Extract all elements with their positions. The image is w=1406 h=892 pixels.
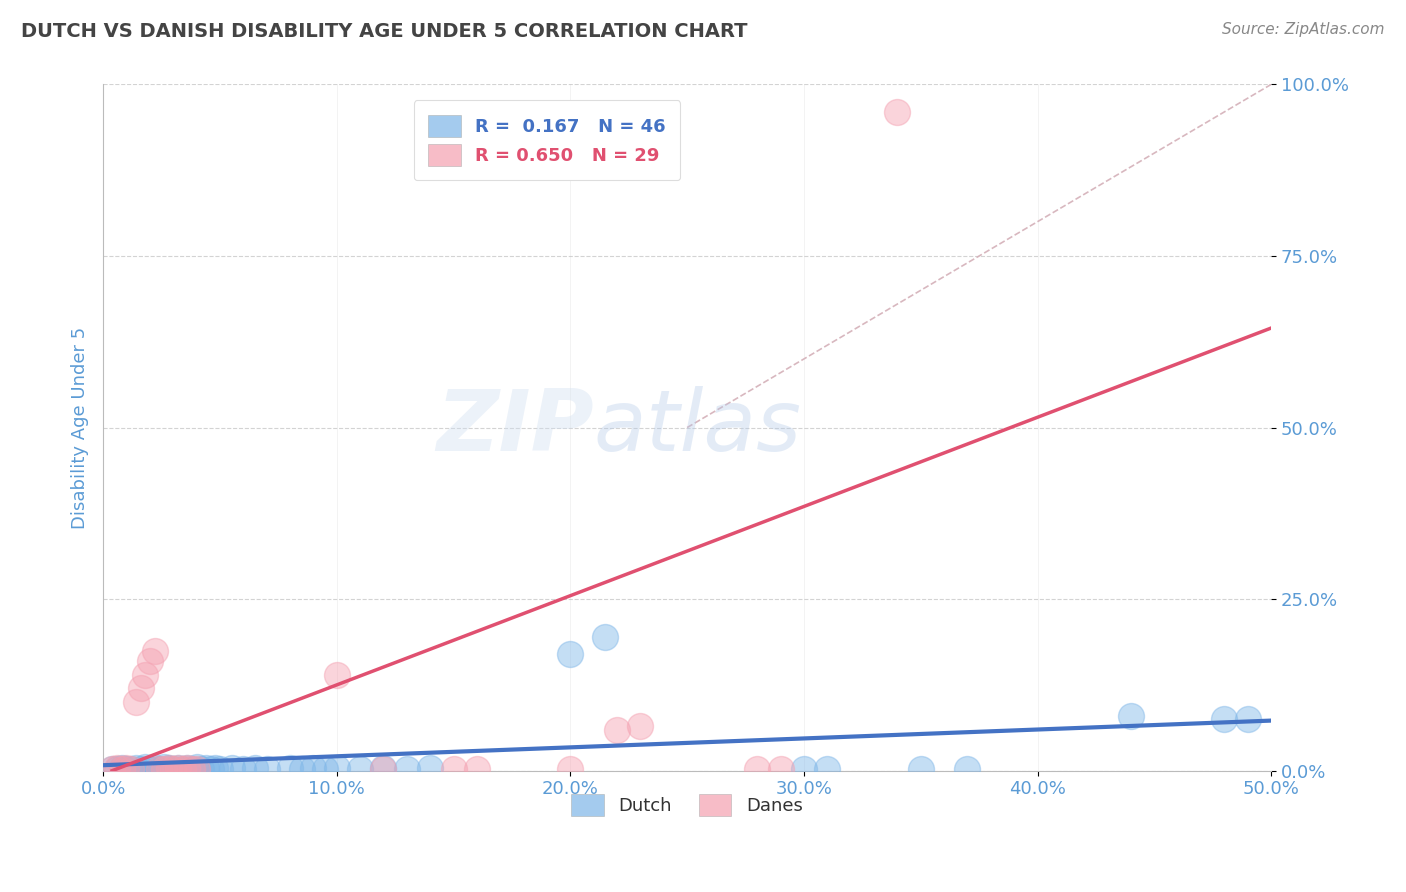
Point [194, 761, 217, 775]
Point [148, 762, 170, 776]
Point [153, 760, 176, 774]
Point [606, 723, 628, 737]
Point [291, 762, 314, 776]
Point [125, 761, 148, 775]
Point [465, 762, 488, 776]
Point [134, 760, 156, 774]
Point [167, 761, 190, 775]
Point [186, 760, 208, 774]
Point [153, 762, 176, 776]
Point [162, 762, 184, 776]
Point [162, 762, 184, 776]
Point [302, 761, 325, 775]
Point [148, 762, 170, 776]
Point [221, 761, 243, 775]
Point [419, 761, 441, 775]
Point [395, 762, 418, 776]
Point [1213, 712, 1236, 726]
Point [180, 762, 202, 776]
Point [560, 762, 582, 776]
Point [373, 761, 395, 775]
Point [278, 761, 301, 775]
Point [167, 761, 190, 775]
Point [595, 630, 617, 644]
Point [105, 762, 128, 776]
Point [314, 762, 336, 776]
Point [157, 761, 180, 775]
Point [172, 762, 194, 776]
Point [105, 761, 128, 775]
Point [256, 762, 278, 776]
Point [243, 761, 266, 775]
Point [628, 719, 651, 733]
Point [157, 761, 180, 775]
Text: Source: ZipAtlas.com: Source: ZipAtlas.com [1222, 22, 1385, 37]
Point [101, 762, 124, 776]
Point [1119, 708, 1142, 723]
Point [325, 761, 347, 775]
Point [886, 104, 908, 119]
Point [139, 654, 162, 668]
Point [129, 681, 152, 696]
Point [910, 762, 932, 776]
Point [793, 762, 815, 776]
Text: ZIP: ZIP [436, 386, 593, 469]
Point [560, 647, 582, 661]
Text: atlas: atlas [593, 386, 801, 469]
Point [176, 761, 198, 775]
Point [1236, 712, 1258, 726]
Point [325, 667, 347, 681]
Point [120, 762, 142, 776]
Point [125, 695, 148, 709]
Point [143, 643, 166, 657]
Point [134, 667, 156, 681]
Point [443, 762, 465, 776]
Point [172, 762, 194, 776]
Point [143, 761, 166, 775]
Point [208, 762, 231, 776]
Point [186, 762, 208, 776]
Point [747, 762, 769, 776]
Point [232, 762, 254, 776]
Point [111, 762, 134, 776]
Point [101, 762, 124, 776]
Point [204, 761, 226, 775]
Point [129, 762, 152, 776]
Point [373, 762, 395, 776]
Point [115, 762, 138, 776]
Y-axis label: Disability Age Under 5: Disability Age Under 5 [72, 326, 89, 529]
Point [190, 762, 212, 776]
Point [139, 762, 162, 776]
Point [176, 761, 198, 775]
Text: DUTCH VS DANISH DISABILITY AGE UNDER 5 CORRELATION CHART: DUTCH VS DANISH DISABILITY AGE UNDER 5 C… [21, 22, 748, 41]
Point [769, 762, 792, 776]
Point [120, 762, 142, 776]
Point [956, 762, 979, 776]
Point [815, 762, 838, 776]
Point [349, 762, 371, 776]
Point [115, 761, 138, 775]
Point [111, 761, 134, 775]
Point [180, 762, 202, 776]
Legend: Dutch, Danes: Dutch, Danes [564, 787, 810, 823]
Point [200, 762, 222, 776]
